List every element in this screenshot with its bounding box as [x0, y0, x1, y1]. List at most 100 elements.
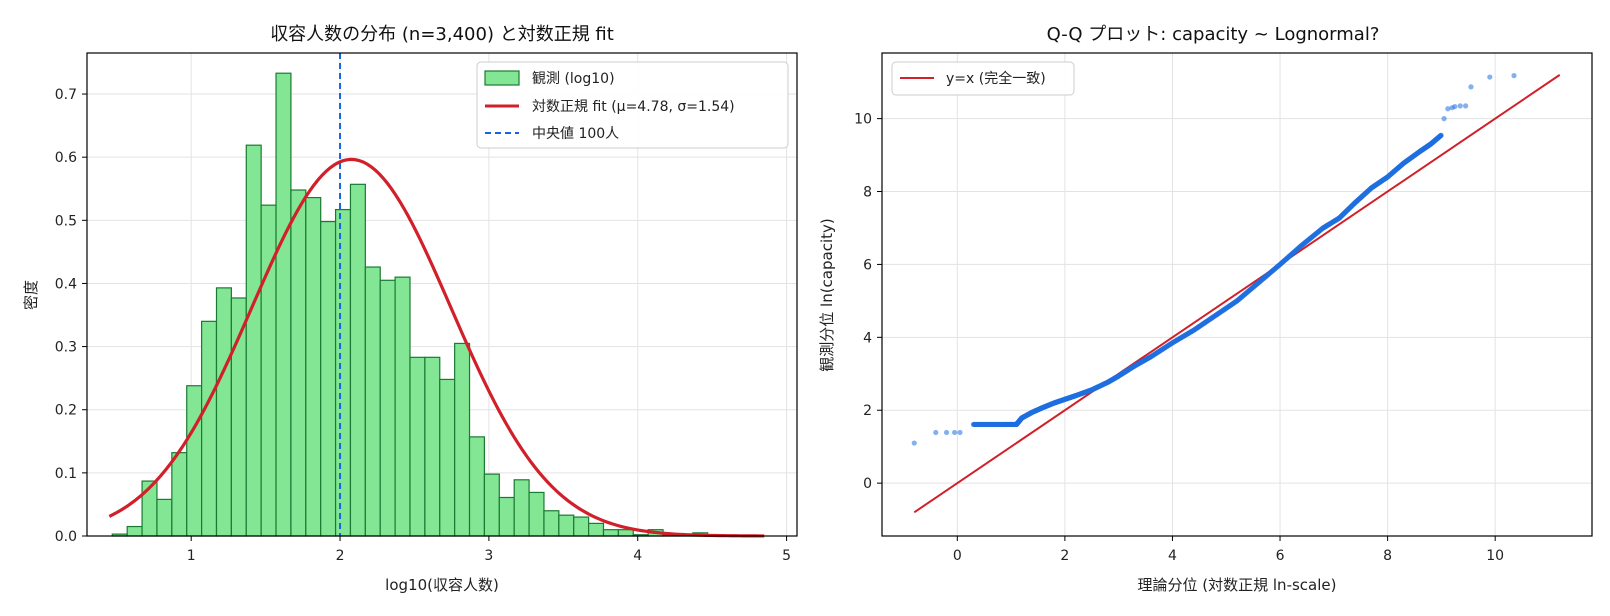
qq-x-tick-label: 0: [953, 548, 962, 564]
histogram-bar: [409, 356, 426, 537]
histogram-x-tick-label: 3: [484, 548, 493, 564]
qq-reference-line: [913, 74, 1561, 514]
qq-point: [1445, 106, 1451, 112]
histogram-title: 収容人数の分布 (n=3,400) と対数正規 fit: [270, 24, 614, 45]
qq-x-tick-label: 10: [1486, 548, 1504, 564]
histogram-y-tick-label: 0.7: [55, 87, 77, 103]
qq-point: [933, 429, 939, 436]
qq-point: [943, 429, 950, 436]
histogram-bar: [528, 491, 545, 537]
qq-point: [1487, 74, 1493, 80]
histogram-bar: [171, 452, 188, 537]
legend-label-observed: 観測 (log10): [532, 70, 615, 87]
histogram-bar: [394, 276, 411, 537]
histogram-x-tick-label: 1: [187, 548, 196, 564]
histogram-bar: [424, 356, 441, 537]
qq-point: [1511, 73, 1517, 79]
histogram-panel: 収容人数の分布 (n=3,400) と対数正規 fit 1 2 3 4 5 0.0 0.1…: [22, 24, 798, 594]
histogram-bar: [186, 385, 203, 537]
histogram-bar: [334, 208, 352, 537]
legend-label-median: 中央値 100人: [532, 126, 619, 142]
qq-point: [1468, 84, 1474, 90]
qq-plot-panel: Q-Q プロット: capacity ~ Lognormal? 0 2 4 6 8 10 …: [818, 24, 1593, 594]
histogram-bar: [498, 496, 515, 537]
qq-plot-title: Q-Q プロット: capacity ~ Lognormal?: [1047, 24, 1380, 45]
qq-point: [957, 429, 963, 436]
histogram-y-tick-label: 0.4: [55, 276, 77, 292]
histogram-bar: [588, 522, 605, 537]
qq-plot-frame: [881, 52, 1593, 537]
histogram-bar: [201, 320, 218, 537]
histogram-bar: [379, 279, 396, 537]
histogram-legend-box: [476, 61, 789, 149]
qq-gridlines: [882, 53, 1592, 536]
qq-x-tick-label: 6: [1276, 548, 1285, 564]
histogram-bar: [290, 189, 307, 537]
qq-point: [1463, 103, 1469, 109]
histogram-bar: [558, 514, 575, 537]
histogram-bar: [617, 529, 634, 537]
qq-y-ticks: 0 2 4 6 8 10: [854, 112, 882, 492]
histogram-bar: [543, 510, 560, 537]
histogram-bar: [156, 498, 173, 537]
histogram-bar: [275, 72, 292, 537]
histogram-y-tick-label: 0.5: [55, 213, 77, 229]
qq-reference-line-group: [913, 74, 1561, 514]
histogram-bar: [602, 529, 619, 537]
qq-points: [911, 73, 1517, 446]
qq-x-tick-label: 4: [1168, 548, 1177, 564]
histogram-x-tick-label: 4: [633, 548, 642, 564]
histogram-bar: [320, 220, 337, 537]
histogram-bar: [468, 436, 486, 537]
qq-y-tick-label: 2: [863, 403, 872, 419]
histogram-bar: [483, 473, 500, 537]
histogram-x-ticks: 1 2 3 4 5: [187, 536, 791, 564]
qq-y-tick-label: 8: [863, 185, 872, 201]
histogram-y-ticks: 0.0 0.1 0.2 0.3 0.4 0.5 0.6 0.7: [55, 87, 87, 545]
qq-x-tick-label: 2: [1060, 548, 1069, 564]
legend-swatch-observed: [484, 70, 520, 86]
histogram-y-tick-label: 0.6: [55, 150, 77, 166]
histogram-bar: [245, 144, 262, 537]
histogram-x-tick-label: 5: [782, 548, 791, 564]
qq-legend-box: [891, 61, 1075, 96]
qq-point: [911, 440, 917, 446]
histogram-x-tick-label: 2: [336, 548, 345, 564]
histogram-bar: [364, 266, 381, 537]
qq-point: [952, 429, 958, 436]
histogram-bar: [305, 196, 322, 537]
qq-y-tick-label: 6: [863, 257, 872, 273]
histogram-bar: [573, 516, 590, 537]
qq-y-axis-label: 観測分位 ln(capacity): [818, 218, 836, 371]
qq-point: [1441, 116, 1447, 122]
legend-label-reference: y=x (完全一致): [946, 70, 1046, 87]
qq-point: [1457, 103, 1463, 109]
fit-curve-group: [108, 157, 765, 538]
qq-point: [1438, 132, 1444, 138]
histogram-y-tick-label: 0.2: [55, 403, 77, 419]
qq-legend: y=x (完全一致): [891, 61, 1075, 96]
histogram-bar: [439, 378, 456, 537]
qq-x-tick-label: 8: [1383, 548, 1392, 564]
histogram-x-axis-label: log10(収容人数): [385, 576, 499, 594]
qq-point: [1449, 105, 1455, 111]
histogram-plot-frame: [86, 52, 798, 537]
histogram-y-tick-label: 0.1: [55, 466, 77, 482]
histogram-legend: 観測 (log10) 対数正規 fit (μ=4.78, σ=1.54) 中央値…: [476, 61, 789, 149]
histogram-bar: [126, 525, 143, 537]
histogram-bar: [349, 183, 366, 537]
qq-y-tick-label: 10: [854, 112, 872, 128]
qq-x-ticks: 0 2 4 6 8 10: [953, 536, 1504, 564]
legend-label-fit: 対数正規 fit (μ=4.78, σ=1.54): [532, 99, 735, 115]
histogram-y-tick-label: 0.0: [55, 529, 77, 545]
histogram-y-tick-label: 0.3: [55, 340, 77, 356]
histogram-bar: [454, 342, 471, 537]
histogram-y-axis-label: 密度: [22, 280, 40, 310]
qq-y-tick-label: 4: [863, 330, 872, 346]
fit-curve: [108, 157, 765, 538]
histogram-bar: [513, 479, 530, 537]
qq-y-tick-label: 0: [863, 476, 872, 492]
histogram-bar: [215, 287, 232, 537]
qq-x-axis-label: 理論分位 (対数正規 ln-scale): [1138, 576, 1337, 594]
